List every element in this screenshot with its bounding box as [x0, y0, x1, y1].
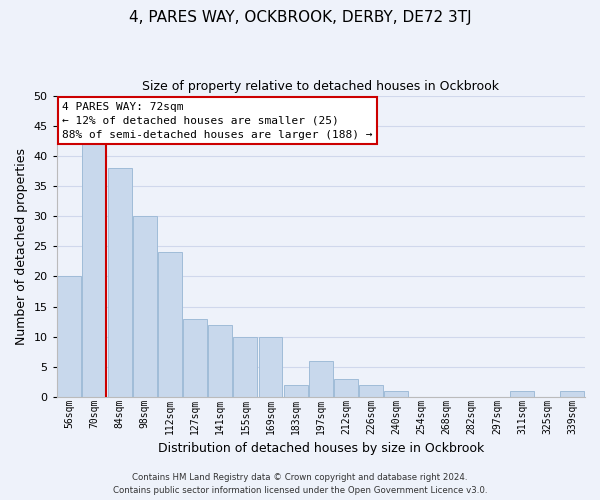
- Bar: [309, 361, 333, 397]
- Bar: [133, 216, 157, 397]
- Text: Contains HM Land Registry data © Crown copyright and database right 2024.
Contai: Contains HM Land Registry data © Crown c…: [113, 474, 487, 495]
- Bar: [385, 391, 408, 397]
- Bar: [208, 324, 232, 397]
- Bar: [510, 391, 534, 397]
- Y-axis label: Number of detached properties: Number of detached properties: [15, 148, 28, 345]
- Text: 4 PARES WAY: 72sqm
← 12% of detached houses are smaller (25)
88% of semi-detache: 4 PARES WAY: 72sqm ← 12% of detached hou…: [62, 102, 373, 140]
- Bar: [183, 318, 207, 397]
- Bar: [82, 144, 106, 397]
- Title: Size of property relative to detached houses in Ockbrook: Size of property relative to detached ho…: [142, 80, 499, 93]
- Bar: [334, 379, 358, 397]
- Bar: [233, 336, 257, 397]
- Bar: [107, 168, 131, 397]
- Bar: [158, 252, 182, 397]
- Bar: [359, 385, 383, 397]
- Bar: [284, 385, 308, 397]
- Text: 4, PARES WAY, OCKBROOK, DERBY, DE72 3TJ: 4, PARES WAY, OCKBROOK, DERBY, DE72 3TJ: [128, 10, 472, 25]
- X-axis label: Distribution of detached houses by size in Ockbrook: Distribution of detached houses by size …: [158, 442, 484, 455]
- Bar: [58, 276, 81, 397]
- Bar: [259, 336, 283, 397]
- Bar: [560, 391, 584, 397]
